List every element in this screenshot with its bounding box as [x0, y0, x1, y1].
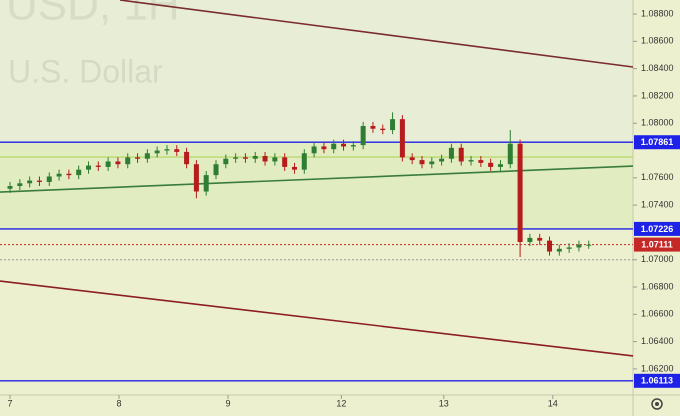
- y-tick-label: 1.06600: [641, 309, 674, 319]
- candle-body: [282, 157, 288, 167]
- y-tick-label: 1.08200: [641, 90, 674, 100]
- level-label-box: [634, 135, 680, 150]
- candle-body: [242, 157, 248, 159]
- y-tick-label: 1.07600: [641, 172, 674, 182]
- candle-body: [125, 157, 131, 165]
- candle-body: [164, 149, 170, 151]
- candle-body: [154, 150, 160, 154]
- candle-body: [301, 153, 307, 170]
- x-tick-label: 7: [8, 398, 13, 408]
- candle-body: [46, 176, 52, 182]
- candle-body: [66, 173, 72, 176]
- candle-body: [419, 160, 425, 165]
- candle-body: [272, 157, 278, 162]
- candle-body: [507, 143, 513, 165]
- candle-body: [370, 125, 376, 129]
- candle-body: [517, 143, 523, 242]
- candle-body: [586, 244, 592, 246]
- candle-body: [184, 151, 190, 165]
- y-tick-label: 1.06400: [641, 336, 674, 346]
- candle-body: [331, 143, 337, 150]
- candle-body: [291, 166, 297, 170]
- candle-body: [576, 244, 582, 248]
- candle-body: [7, 186, 13, 189]
- y-tick-label: 1.08800: [641, 8, 674, 18]
- candle-body: [321, 146, 327, 150]
- x-tick-label: 8: [117, 398, 122, 408]
- x-tick-label: 12: [336, 398, 346, 408]
- level-label-box: [634, 237, 680, 252]
- candle-body: [380, 128, 386, 131]
- candle-body: [556, 248, 562, 252]
- y-tick-label: 1.08600: [641, 36, 674, 46]
- settings-icon[interactable]: [651, 398, 663, 410]
- y-tick-label: 1.06800: [641, 281, 674, 291]
- candle-body: [105, 161, 111, 167]
- candle-body: [233, 157, 239, 159]
- candle-body: [76, 169, 82, 176]
- level-label: 1.07226: [641, 224, 674, 234]
- y-tick-label: 1.06200: [641, 363, 674, 373]
- x-tick-label: 9: [225, 398, 230, 408]
- upper-zone: [0, 0, 633, 143]
- y-tick-label: 1.08400: [641, 63, 674, 73]
- candle-body: [311, 146, 317, 154]
- candle-body: [203, 175, 209, 192]
- candle-body: [458, 147, 464, 162]
- y-tick-label: 1.07000: [641, 254, 674, 264]
- candle-body: [95, 165, 101, 167]
- candle-body: [174, 149, 180, 152]
- candle-body: [213, 164, 219, 176]
- candle-body: [537, 237, 543, 241]
- trend-line: [119, 0, 634, 68]
- candle-body: [36, 180, 42, 182]
- candle-body: [223, 158, 229, 165]
- candle-body: [390, 119, 396, 131]
- candle-body: [448, 147, 454, 159]
- candle-body: [409, 157, 415, 161]
- candle-body: [135, 157, 141, 159]
- candle-body: [399, 119, 405, 158]
- candle-body: [17, 183, 23, 187]
- candle-body: [527, 237, 533, 242]
- candle-body: [468, 160, 474, 162]
- candle-body: [497, 164, 503, 167]
- trend-line: [0, 280, 634, 357]
- level-label-box: [634, 221, 680, 236]
- gear-center[interactable]: [655, 402, 659, 406]
- trend-line: [0, 165, 634, 193]
- candle-body: [262, 156, 268, 162]
- x-tick-label: 13: [439, 398, 449, 408]
- x-tick-label: 14: [548, 398, 558, 408]
- name-watermark: U.S. Dollar: [8, 53, 163, 89]
- candle-body: [193, 164, 199, 192]
- candle-body: [27, 180, 33, 184]
- symbol-watermark: USD, 1H: [6, 0, 180, 30]
- candle-body: [56, 173, 62, 177]
- candle-body: [360, 125, 366, 146]
- candle-body: [144, 153, 150, 159]
- candle-body: [566, 247, 572, 249]
- y-tick-label: 1.08000: [641, 118, 674, 128]
- candle-body: [488, 162, 494, 167]
- candle-body: [350, 145, 356, 147]
- candle-body: [252, 156, 258, 159]
- candle-body: [429, 161, 435, 165]
- level-label: 1.07111: [641, 239, 673, 249]
- candle-body: [85, 165, 91, 170]
- candle-body: [115, 161, 121, 165]
- candle-body: [341, 143, 347, 147]
- level-label: 1.06113: [641, 376, 673, 386]
- level-label: 1.07861: [641, 137, 674, 147]
- candle-body: [439, 158, 445, 162]
- gear[interactable]: [651, 398, 663, 410]
- candle-body: [478, 160, 484, 163]
- y-tick-label: 1.07400: [641, 200, 674, 210]
- candle-body: [547, 240, 553, 252]
- level-label-box: [634, 373, 680, 388]
- zone-band: [0, 142, 633, 229]
